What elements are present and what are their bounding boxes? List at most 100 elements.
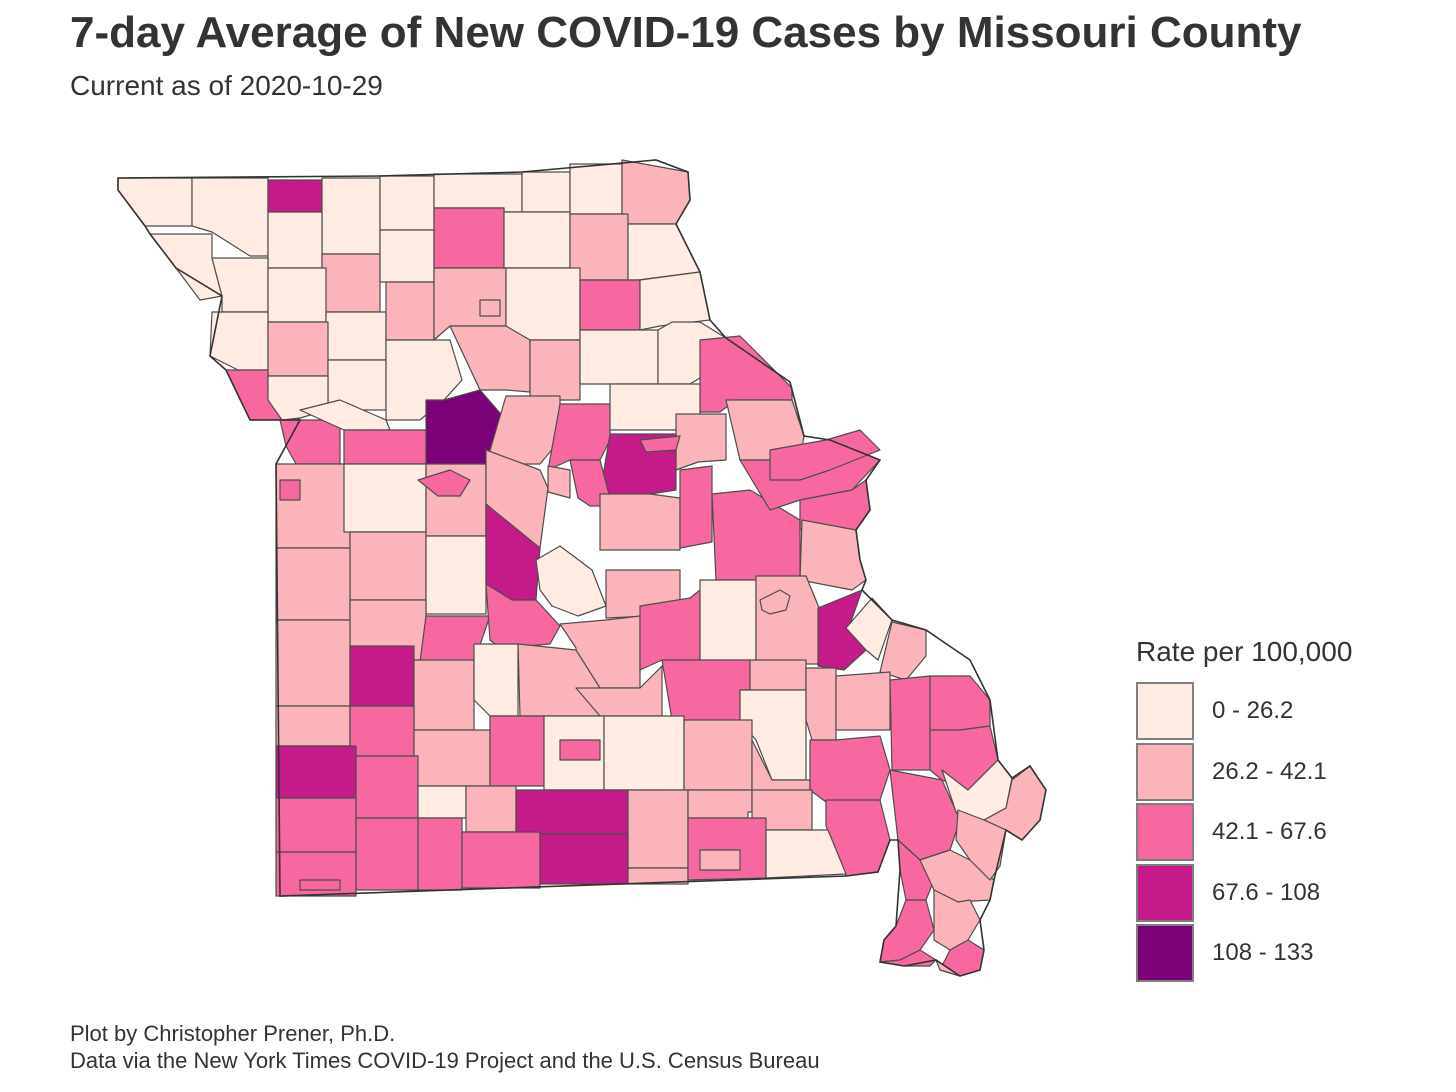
county-94 [603, 715, 685, 791]
county-72 [755, 575, 821, 665]
county-97 [809, 735, 891, 803]
county-53 [599, 493, 681, 551]
county-114 [461, 831, 541, 889]
county-7 [521, 171, 571, 213]
county-89 [275, 705, 351, 747]
legend-item-3: 42.1 - 67.6 [1136, 803, 1396, 864]
county-131 [639, 435, 681, 453]
legend-title: Rate per 100,000 [1136, 636, 1353, 667]
county-32 [579, 329, 659, 385]
county-134 [299, 879, 341, 891]
legend-item-4: 67.6 - 108 [1136, 863, 1396, 925]
county-95 [683, 719, 753, 791]
county-133 [559, 739, 601, 761]
county-38 [299, 399, 391, 431]
county-2 [191, 177, 269, 257]
county-129 [417, 469, 471, 497]
county-11 [267, 211, 323, 269]
county-61 [425, 535, 487, 615]
caption-author: Plot by Christopher Prener, Ph.D. [70, 1021, 396, 1046]
county-48 [343, 463, 427, 533]
county-65 [275, 547, 351, 621]
county-90 [349, 705, 415, 757]
county-51 [547, 465, 571, 499]
county-77 [349, 645, 415, 707]
legend: Rate per 100,000 0 - 26.2 26.2 - 42.1 42… [1136, 636, 1396, 985]
legend-item-5: 108 - 133 [1136, 924, 1396, 985]
county-135 [479, 299, 501, 317]
county-13 [379, 229, 435, 283]
county-24 [579, 279, 641, 331]
legend-label-2: 26.2 - 42.1 [1212, 757, 1327, 785]
county-115 [539, 833, 629, 885]
county-5 [379, 175, 435, 231]
county-111 [275, 797, 357, 853]
legend-swatch-5 [1136, 924, 1194, 982]
county-25 [639, 271, 711, 331]
county-132 [699, 849, 741, 871]
county-37 [279, 419, 341, 465]
county-30 [449, 325, 531, 393]
county-14 [433, 207, 505, 269]
county-103 [515, 789, 629, 835]
county-87 [889, 675, 931, 771]
county-105 [687, 789, 753, 819]
legend-label-5: 108 - 133 [1212, 939, 1314, 966]
legend-swatch-2 [1136, 742, 1194, 801]
legend-item-1: 0 - 26.2 [1136, 682, 1396, 743]
county-117 [687, 817, 767, 881]
county-20 [325, 311, 387, 361]
county-82 [661, 659, 751, 723]
county-116 [627, 867, 689, 885]
legend-label-4: 67.6 - 108 [1212, 878, 1321, 906]
county-118 [765, 829, 847, 879]
chart-title: 7-day Average of New COVID-19 Cases by M… [70, 8, 1302, 57]
county-123 [879, 899, 935, 963]
county-81 [575, 665, 663, 717]
county-19 [267, 267, 327, 323]
county-63 [535, 545, 607, 617]
chart-subtitle: Current as of 2020-10-29 [70, 70, 383, 101]
county-12 [321, 253, 381, 313]
county-27 [267, 321, 329, 377]
county-26 [209, 311, 269, 371]
county-1 [117, 177, 193, 227]
county-4 [321, 177, 381, 255]
county-23 [505, 267, 581, 341]
county-101 [417, 785, 467, 819]
county-76 [275, 619, 351, 707]
legend-item-2: 26.2 - 42.1 [1136, 742, 1396, 804]
county-8 [569, 163, 623, 215]
county-31 [529, 339, 581, 401]
county-99 [275, 745, 357, 799]
county-15 [503, 211, 571, 269]
county-60 [349, 531, 427, 601]
county-100 [355, 755, 419, 819]
county-102 [465, 785, 517, 833]
county-83 [749, 659, 807, 691]
state-outline [117, 159, 1047, 977]
legend-label-1: 0 - 26.2 [1212, 697, 1294, 724]
legend-label-3: 42.1 - 67.6 [1212, 818, 1327, 845]
county-47 [275, 463, 351, 549]
county-124 [933, 889, 981, 951]
county-85 [805, 667, 837, 741]
county-55 [711, 489, 801, 581]
county-3 [267, 179, 323, 213]
legend-swatch-4 [1136, 863, 1194, 922]
county-128 [759, 589, 791, 615]
legend-swatch-3 [1136, 803, 1194, 861]
county-68 [485, 583, 561, 649]
county-39 [343, 429, 427, 465]
county-104 [627, 789, 689, 869]
county-92 [489, 715, 545, 787]
county-74 [845, 597, 893, 661]
county-54 [679, 465, 713, 549]
county-21 [385, 281, 435, 341]
county-113 [417, 817, 463, 891]
county-79 [473, 643, 519, 717]
county-86 [835, 671, 891, 731]
county-88 [929, 675, 991, 735]
county-57 [769, 429, 881, 481]
